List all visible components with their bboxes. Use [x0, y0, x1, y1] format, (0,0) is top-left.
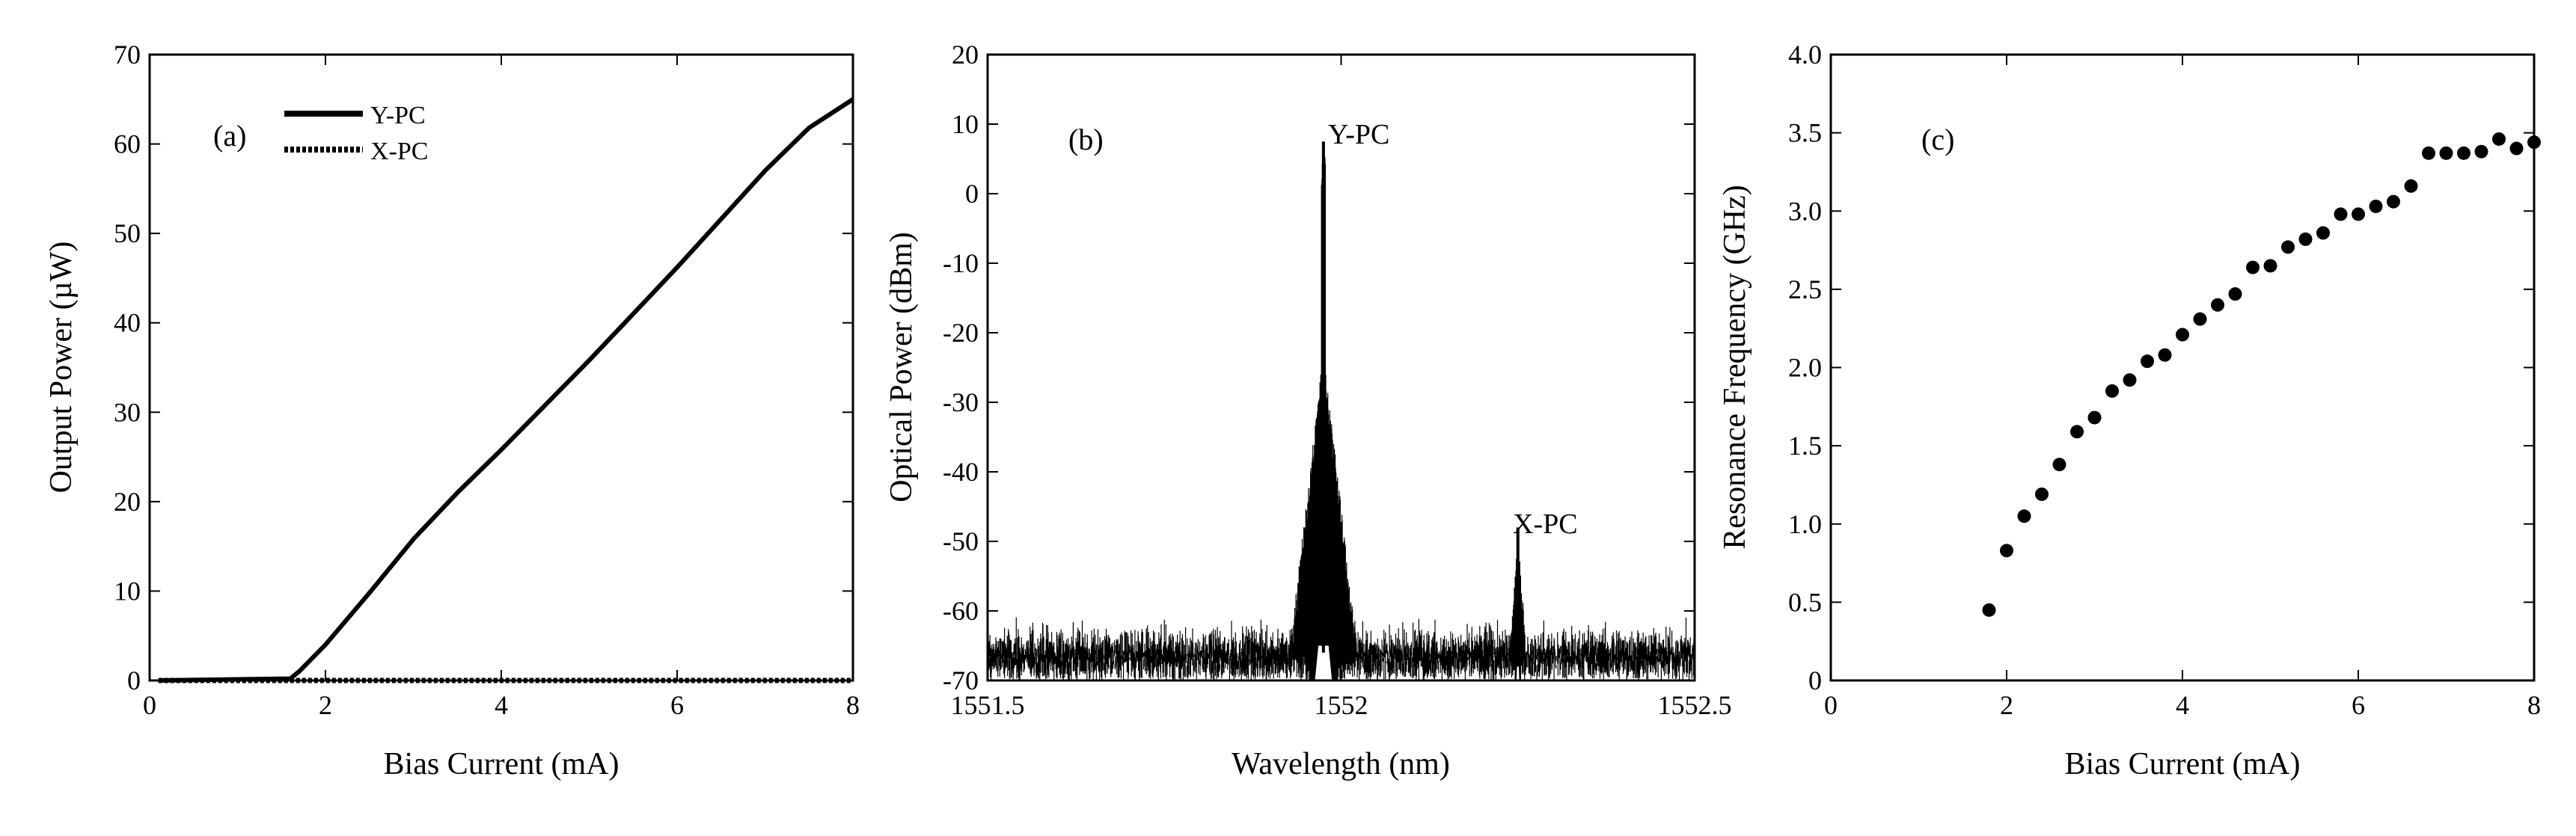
panel-c-xtick-label: 0: [1824, 690, 1838, 720]
panel-a-ytick-label: 60: [114, 129, 141, 159]
panel-b-ytick-label: 0: [965, 179, 979, 209]
panel-c-ytick-label: 0.5: [1788, 587, 1822, 617]
panel-c-ytick-label: 3.5: [1788, 118, 1822, 148]
panel-a-ytick-label: 40: [114, 308, 141, 338]
panel-c-ytick-label: 0: [1808, 666, 1822, 695]
panel-c-xtick-label: 6: [2352, 690, 2365, 720]
peak-label-x-pc: X-PC: [1513, 508, 1578, 540]
panel-c-axes-frame: [1829, 53, 2536, 682]
data-point: [2035, 487, 2049, 501]
data-point: [2211, 298, 2224, 312]
panel-c-xlabel: Bias Current (mA): [2065, 747, 2301, 781]
panel-b-ytick-label: -40: [943, 457, 979, 487]
peak-gap: [1315, 645, 1333, 680]
legend-label-x-pc: X-PC: [370, 138, 428, 165]
panel-a-xlabel: Bias Current (mA): [384, 747, 619, 781]
data-point: [2334, 207, 2348, 221]
data-point: [2298, 232, 2313, 246]
data-point: [2228, 287, 2242, 301]
data-point: [2000, 544, 2013, 558]
data-point: [2352, 207, 2365, 221]
data-point: [2492, 132, 2506, 146]
data-point: [2087, 411, 2102, 425]
data-point: [2193, 312, 2207, 326]
peak-gap: [1516, 666, 1520, 680]
panel-a-label: (a): [213, 119, 246, 153]
panel-b-xlabel: Wavelength (nm): [1232, 747, 1450, 781]
data-point: [2141, 354, 2154, 369]
data-point: [1982, 603, 1996, 617]
data-point: [2474, 144, 2488, 159]
data-point: [2105, 384, 2119, 398]
panel-c-ytick-label: 3.0: [1788, 196, 1822, 226]
panel-a-ytick-label: 70: [114, 40, 141, 70]
panel-b-ytick-label: -70: [943, 666, 979, 695]
data-point: [2176, 328, 2189, 342]
panel-b-ytick-label: -30: [943, 387, 979, 417]
panel-b-xtick-label: 1551.5: [951, 690, 1025, 720]
panel-a-xtick-label: 6: [670, 690, 684, 720]
data-point: [2281, 240, 2295, 254]
panel-c-ytick-label: 4.0: [1788, 40, 1822, 70]
panel-c-label: (c): [1921, 123, 1954, 156]
panel-a-ytick-label: 0: [127, 666, 141, 695]
panel-a-ytick-label: 10: [114, 576, 141, 606]
data-point: [2123, 373, 2137, 387]
legend-label-y-pc: Y-PC: [370, 102, 426, 129]
panel-c-xtick-label: 8: [2527, 690, 2541, 720]
peak-label-y-pc: Y-PC: [1328, 119, 1389, 150]
panel-c-ytick-label: 2.5: [1788, 274, 1822, 304]
data-point: [2052, 458, 2066, 472]
panel-c-xtick-label: 2: [2000, 690, 2013, 720]
data-point: [2527, 135, 2541, 150]
panel-c-ytick-label: 1.0: [1788, 509, 1822, 539]
data-point: [2070, 425, 2084, 439]
panel-b-label: (b): [1068, 123, 1104, 156]
data-point: [2017, 509, 2031, 523]
data-point: [2369, 199, 2383, 213]
panel-c-resonance-frequency: 0 2 4 6 8 0 0.5 1.0 1.5 2.0 2.5 3.0 3.5 4.0 (c) Bias …: [1718, 40, 2541, 781]
data-point: [2387, 194, 2400, 209]
panel-a-xtick-label: 8: [846, 690, 860, 720]
panel-a-xtick-label: 4: [495, 690, 508, 720]
panel-a-ylabel: Output Power (µW): [44, 242, 79, 494]
panel-c-xtick-label: 4: [2176, 690, 2189, 720]
panel-b-xtick-label: 1552.5: [1658, 690, 1732, 720]
data-point: [2246, 260, 2260, 274]
panel-b-ytick-label: -10: [943, 248, 979, 278]
panel-b-ytick-label: -60: [943, 596, 979, 626]
panel-a-ytick-label: 30: [114, 397, 141, 427]
panel-b-ytick-label: 10: [952, 109, 979, 139]
panel-a-legend: Y-PC X-PC: [284, 102, 428, 165]
panel-a-axes-frame: [148, 53, 854, 682]
data-point: [2404, 179, 2418, 193]
panel-a-ytick-label: 20: [114, 487, 141, 517]
panel-b-ytick-label: 20: [952, 40, 979, 70]
data-point: [2158, 348, 2172, 362]
panel-a-ytick-label: 50: [114, 218, 141, 248]
panel-b-ytick-label: -50: [943, 526, 979, 556]
panel-b-xtick-label: 1552: [1315, 690, 1368, 720]
panel-c-ytick-label: 2.0: [1788, 353, 1822, 383]
panel-c-ylabel: Resonance Frequency (GHz): [1718, 185, 1752, 549]
panel-c-ytick-label: 1.5: [1788, 431, 1822, 461]
data-point: [2316, 226, 2330, 240]
data-point: [2422, 146, 2435, 160]
panel-b-optical-spectrum: 1551.5 1552 1552.5 -70 -60 -50 -40 -30 -20 -10 0 10…: [884, 40, 1732, 781]
data-point: [2457, 146, 2471, 160]
data-point: [2439, 146, 2453, 160]
data-point: [2509, 141, 2524, 156]
panel-b-ylabel: Optical Power (dBm): [884, 232, 919, 502]
data-point: [2263, 259, 2277, 273]
panel-b-ytick-label: -20: [943, 318, 979, 348]
panel-a-xtick-label: 2: [319, 690, 332, 720]
panel-a-output-power: 0 2 4 6 8 0 10 20 30 40 50 60 70 (a) Bias Current (m…: [44, 40, 860, 781]
series-line-y-pc: [158, 97, 854, 683]
panel-a-xtick-label: 0: [143, 690, 156, 720]
